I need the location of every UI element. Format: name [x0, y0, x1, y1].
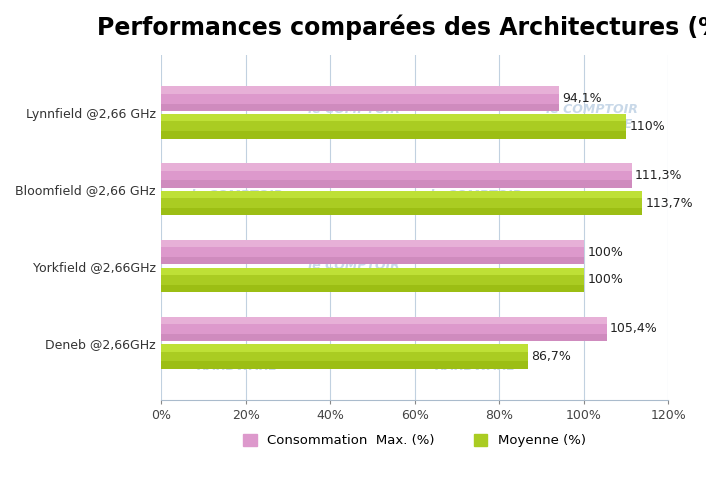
Text: le COMPTOIR
HARDWARE: le COMPTOIR HARDWARE — [430, 345, 522, 373]
Bar — [161, 104, 559, 111]
Bar — [161, 86, 559, 94]
Text: 94,1%: 94,1% — [562, 92, 602, 105]
Text: le COMPTOIR
HARDWARE: le COMPTOIR HARDWARE — [308, 258, 400, 286]
Bar — [161, 191, 642, 216]
Bar — [161, 344, 527, 369]
Bar — [161, 131, 626, 139]
Bar — [161, 267, 584, 275]
Legend: Consommation  Max. (%), Moyenne (%): Consommation Max. (%), Moyenne (%) — [238, 429, 592, 453]
Bar — [161, 163, 632, 171]
Text: le COMPTOIR
HARDWARE: le COMPTOIR HARDWARE — [430, 190, 522, 218]
Bar — [161, 267, 584, 292]
Text: 100%: 100% — [587, 246, 623, 258]
Text: le COMPTOIR
HARDWARE: le COMPTOIR HARDWARE — [191, 345, 283, 373]
Bar — [161, 180, 632, 188]
Bar — [161, 317, 606, 341]
Bar — [161, 163, 632, 188]
Bar — [161, 285, 584, 292]
Text: 110%: 110% — [630, 120, 665, 133]
Bar — [161, 208, 642, 216]
Bar — [161, 257, 584, 264]
Text: 113,7%: 113,7% — [645, 197, 693, 210]
Bar — [161, 317, 606, 324]
Bar — [161, 114, 626, 139]
Title: Performances comparées des Architectures (%): Performances comparées des Architectures… — [97, 15, 706, 40]
Bar — [161, 240, 584, 264]
Text: 86,7%: 86,7% — [531, 350, 571, 363]
Text: le COMPTOIR
HARDWARE: le COMPTOIR HARDWARE — [308, 103, 400, 131]
Text: 105,4%: 105,4% — [610, 322, 658, 335]
Bar — [161, 86, 559, 111]
Bar — [161, 334, 606, 341]
Text: 100%: 100% — [587, 273, 623, 286]
Text: le COMPTOIR
HARDWARE: le COMPTOIR HARDWARE — [546, 103, 638, 131]
Bar — [161, 344, 527, 352]
Bar — [161, 114, 626, 121]
Bar — [161, 191, 642, 198]
Bar — [161, 361, 527, 369]
Text: 111,3%: 111,3% — [635, 169, 683, 182]
Text: le COMPTOIR
HARDWARE: le COMPTOIR HARDWARE — [191, 190, 283, 218]
Bar — [161, 240, 584, 248]
